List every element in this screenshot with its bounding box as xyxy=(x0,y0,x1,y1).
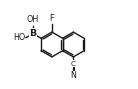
Text: OH: OH xyxy=(27,15,39,24)
Text: B: B xyxy=(30,29,37,38)
Text: C: C xyxy=(71,61,76,67)
Text: F: F xyxy=(50,14,54,23)
Text: N: N xyxy=(70,71,76,80)
Text: HO: HO xyxy=(13,33,25,42)
